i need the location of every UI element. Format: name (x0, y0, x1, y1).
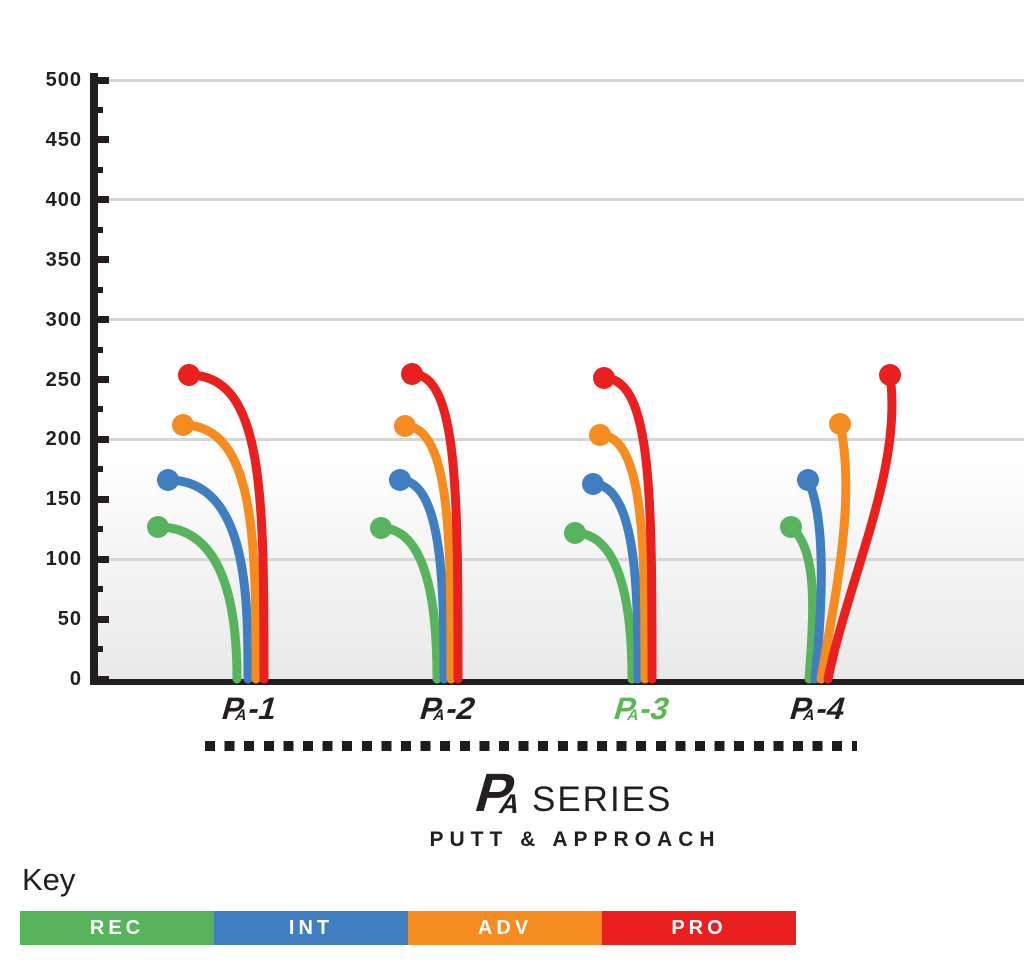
y-tick-label-250: 250 (45, 368, 82, 391)
legend-item-rec: REC (20, 911, 214, 945)
x-label-pa-2: PA-2 (416, 691, 481, 726)
y-minor-tick-425 (90, 166, 103, 173)
flight-endpoint-pa-1-adv (172, 414, 194, 436)
flight-endpoint-pa-3-adv (589, 424, 611, 446)
legend-item-pro: PRO (602, 911, 796, 945)
legend-title: Key (22, 862, 76, 897)
legend-bar: REC INT ADV PRO (20, 911, 796, 945)
y-tick-label-300: 300 (45, 308, 82, 331)
y-tick-50 (90, 615, 109, 623)
y-tick-label-350: 350 (45, 248, 82, 271)
y-tick-150 (90, 495, 109, 503)
y-minor-tick-225 (90, 406, 103, 413)
y-tick-350 (90, 256, 109, 264)
y-tick-500 (90, 76, 109, 84)
flight-endpoint-pa-3-pro (593, 367, 615, 389)
y-tick-label-50: 50 (57, 608, 82, 631)
chart-title-block: PA SERIES PUTT & APPROACH (429, 763, 721, 852)
y-minor-tick-175 (90, 466, 103, 473)
y-tick-300 (90, 316, 109, 324)
y-tick-label-500: 500 (45, 69, 82, 91)
flight-endpoint-pa-1-pro (178, 364, 200, 386)
gridline-300 (108, 318, 1024, 322)
flight-endpoint-pa-4-adv (829, 413, 851, 435)
y-tick-100 (90, 555, 109, 563)
y-tick-200 (90, 435, 109, 443)
x-label-pa-1: PA-1 (218, 691, 283, 726)
series-subtitle: PUTT & APPROACH (429, 828, 721, 851)
x-label-pa-4: PA-4 (786, 691, 851, 726)
y-minor-tick-125 (90, 526, 103, 533)
y-minor-tick-275 (90, 346, 103, 353)
flight-endpoint-pa-2-pro (401, 363, 423, 385)
legend-item-int: INT (214, 911, 408, 945)
y-tick-label-400: 400 (45, 188, 82, 211)
plot-shade (96, 450, 1024, 679)
x-axis-line (90, 679, 1024, 685)
y-tick-450 (90, 136, 109, 144)
y-tick-0 (90, 675, 109, 683)
y-tick-label-0: 0 (69, 668, 82, 690)
y-tick-label-100: 100 (45, 548, 82, 571)
y-minor-tick-25 (90, 646, 103, 653)
gridline-200 (108, 437, 1024, 441)
series-title: SERIES (531, 780, 673, 819)
y-tick-400 (90, 196, 109, 204)
y-minor-tick-325 (90, 286, 103, 293)
flight-endpoint-pa-2-adv (394, 415, 416, 437)
gridline-500 (108, 78, 1024, 82)
y-tick-label-450: 450 (45, 128, 82, 151)
y-tick-label-150: 150 (45, 488, 82, 511)
y-minor-tick-375 (90, 226, 103, 233)
y-tick-label-200: 200 (45, 428, 82, 451)
flight-endpoint-pa-4-pro (879, 364, 901, 386)
gridline-400 (108, 198, 1024, 202)
y-minor-tick-475 (90, 106, 103, 113)
pa-series-logo: PA (469, 763, 524, 823)
dotted-divider (205, 741, 857, 751)
legend-item-adv: ADV (408, 911, 602, 945)
y-tick-250 (90, 376, 109, 383)
gridline-100 (108, 557, 1024, 561)
y-minor-tick-75 (90, 586, 103, 593)
